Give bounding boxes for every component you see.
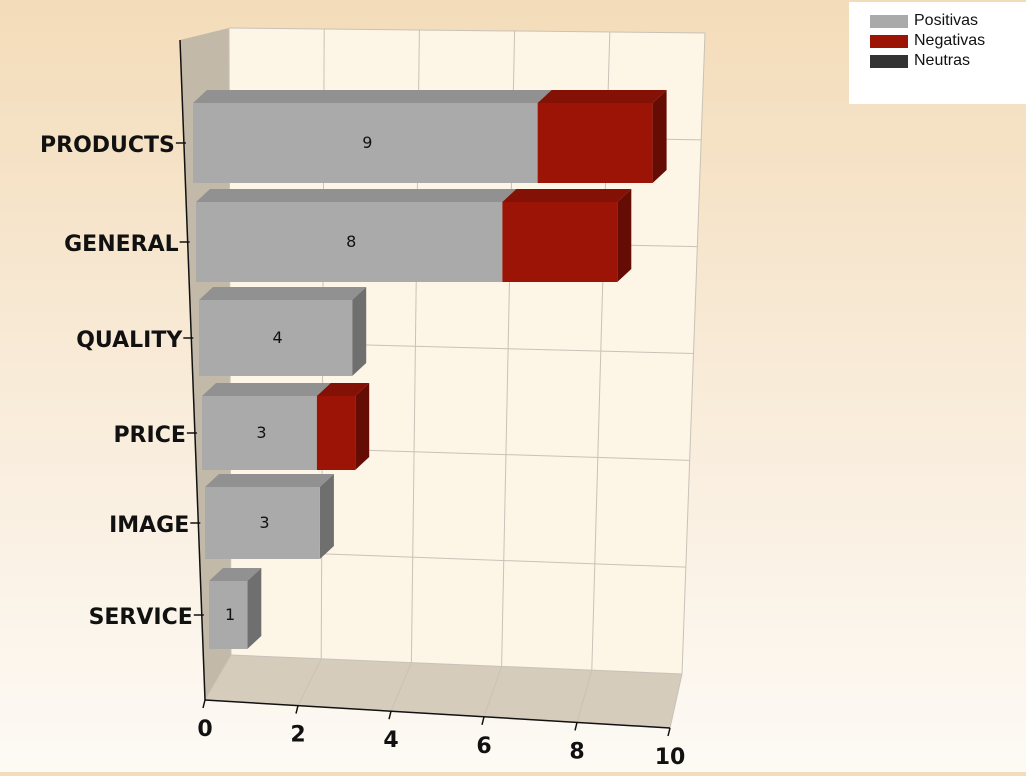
bar-side [247,568,262,649]
floor-gridline [483,666,503,717]
bar-positivas-products [193,103,538,183]
data-label: 3 [256,423,266,442]
y-tick-label: SERVICE [89,605,193,630]
floor-gridline [390,662,412,712]
legend-item-negativas: Negativas [870,31,1026,51]
x-tick-label: 4 [383,728,398,753]
bar-top [193,90,552,103]
floor-gridline [669,673,683,729]
bar-positivas-service [209,581,248,649]
bar-top [209,568,262,581]
legend-label-negativas: Negativas [914,32,986,49]
bar-positivas-general [196,202,503,282]
y-tick-label: IMAGE [109,513,189,538]
legend-swatch-positivas [870,14,908,28]
x-tick [295,705,299,714]
data-label: 3 [259,513,269,532]
x-tick [481,716,485,725]
y-tick-label: GENERAL [64,232,179,257]
bar-positivas-image [205,487,320,559]
floor-gridline [204,654,232,701]
y-tick-label: PRODUCTS [40,133,175,158]
bar-negativas-general [502,202,618,282]
data-label: 1 [225,605,235,624]
data-label: 8 [346,232,356,251]
bar-positivas-price [202,396,317,470]
data-label: 9 [362,133,372,152]
bar-side [617,189,632,282]
floor [205,655,682,728]
bar-side [355,383,370,470]
y-tick-label: PRICE [113,423,185,448]
legend-item-positivas: Positivas [870,11,1026,31]
x-tick-label: 0 [197,717,212,742]
bar-top [502,189,632,202]
bar-top [199,287,367,300]
x-tick-label: 10 [655,745,686,770]
y-tick-label: QUALITY [76,328,183,353]
x-tick [574,722,578,731]
bar-positivas-quality [199,300,353,376]
legend-label-positivas: Positivas [914,12,979,29]
bar-top [196,189,517,202]
bar-side [652,90,667,183]
legend-item-neutras: Neutras [870,51,1026,71]
x-tick-label: 8 [569,739,584,764]
bar-top [202,383,331,396]
x-tick [202,699,206,709]
legend-swatch-negativas [870,34,908,48]
x-axis-line [204,699,671,729]
x-tick-label: 6 [476,734,491,759]
legend: Positivas Negativas Neutras [849,2,1026,104]
bar-side [352,287,367,376]
floor-gridline [297,658,322,706]
floor-gridline [576,670,593,723]
data-label: 4 [273,328,283,347]
bar-negativas-price [316,396,356,470]
bar-top [205,474,334,487]
x-tick-label: 2 [290,723,305,748]
gridline-h [228,27,706,34]
x-tick [667,727,671,737]
gridline-h [230,654,683,675]
y-axis-line [179,39,206,701]
bar-side [319,474,334,559]
gridline-v [681,32,706,675]
bar-top [316,383,370,396]
legend-label-neutras: Neutras [914,52,971,69]
bar-top [537,90,667,103]
legend-swatch-neutras [870,54,908,68]
x-tick [388,711,392,720]
bar-negativas-products [537,103,653,183]
